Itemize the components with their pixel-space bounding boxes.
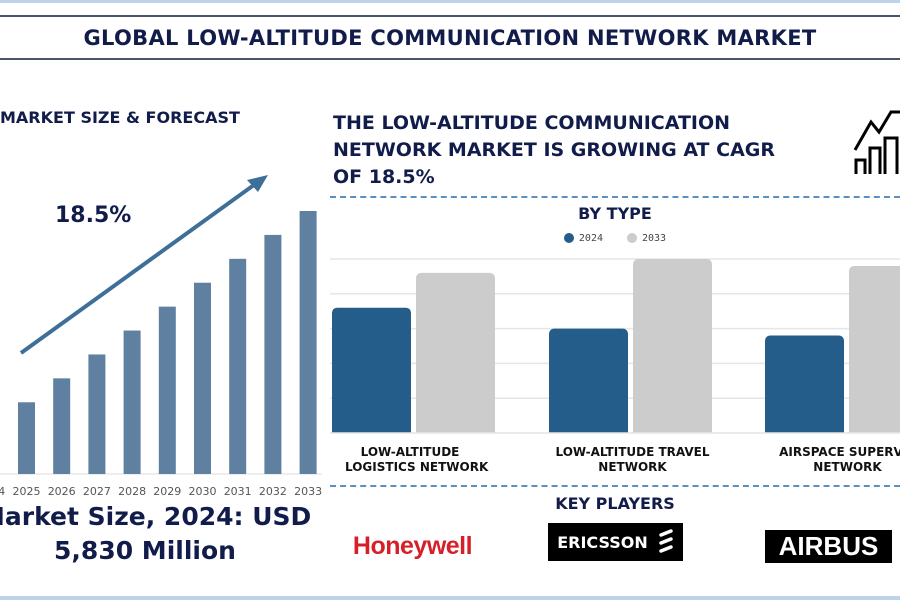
bar-2024-3 (765, 335, 844, 437)
header: GLOBAL LOW-ALTITUDE COMMUNICATION NETWOR… (0, 15, 900, 60)
category-label: LOW-ALTITUDE TRAVEL NETWORK (555, 445, 710, 474)
divider-bottom (330, 485, 900, 487)
honeywell-logo: Honeywell (352, 531, 473, 560)
bar-2033-1 (416, 272, 495, 437)
tick-label-2032: 2032 (259, 485, 287, 498)
legend: 2024 2033 (330, 233, 900, 244)
category-label: AIRSPACE SUPERVISNETWORK (779, 445, 900, 474)
arrow-head-icon (247, 175, 268, 192)
bar-2025 (18, 402, 35, 474)
bar-2024-2 (549, 328, 628, 437)
bar-2033-3 (849, 265, 900, 437)
ericsson-logo: ERICSSON (548, 523, 683, 561)
by-type-chart (330, 258, 900, 445)
tick-label-2030: 2030 (189, 485, 217, 498)
legend-dot-icon (563, 233, 574, 243)
legend-item-2033: 2033 (627, 233, 666, 244)
category-label: LOW-ALTITUDE LOGISTICS NETWORK (345, 445, 489, 474)
trend-arrow (19, 180, 260, 355)
bar-2033 (299, 211, 317, 474)
airbus-logo: AIRBUS (765, 530, 892, 563)
bar-2026 (53, 378, 71, 474)
divider-top (330, 196, 900, 198)
bar-2030 (194, 282, 211, 474)
bar-2029 (158, 306, 176, 474)
bar-2031 (229, 258, 247, 474)
tick-label-2029: 2029 (153, 485, 181, 498)
legend-dot-icon (627, 233, 637, 243)
tick-label-2033: 2033 (294, 485, 322, 498)
tick-label-2026: 2026 (48, 485, 76, 498)
bottom-border (0, 596, 900, 600)
by-type-title: BY TYPE (578, 204, 652, 223)
market-size-line1: Market Size, 2024: USD (0, 502, 312, 531)
tick-label-2027: 2027 (83, 485, 111, 498)
market-size-text: Market Size, 2024: USD 5,830 Million (0, 500, 312, 568)
baseline-mask (330, 433, 900, 445)
bar-2033-2 (633, 259, 712, 437)
ericsson-mark-icon (659, 529, 673, 553)
key-players-title: KEY PLAYERS (555, 494, 675, 513)
cagr-annotation: 18.5% (55, 203, 132, 228)
legend-item-2024: 2024 (563, 233, 603, 244)
bar-2028 (123, 330, 141, 474)
tick-label-2025: 2025 (13, 485, 41, 498)
tick-label-2028: 2028 (118, 485, 146, 498)
top-border (0, 0, 900, 3)
bar-2027 (88, 354, 106, 474)
forecast-title: MARKET SIZE & FORECAST (0, 108, 240, 127)
tick-label-2024: 2024 (0, 485, 5, 498)
bar-2032 (264, 234, 282, 474)
cagr-headline: THE LOW-ALTITUDE COMMUNICATION NETWORK M… (333, 112, 776, 188)
market-size-line2: 5,830 Million (54, 536, 236, 565)
forecast-chart: 2024 2025 2026 2027 2028 2029 2030 2031 2032 2033 (0, 175, 322, 498)
page-title: GLOBAL LOW-ALTITUDE COMMUNICATION NETWOR… (83, 25, 817, 50)
growth-chart-icon (853, 110, 900, 174)
tick-label-2031: 2031 (224, 485, 252, 498)
bar-2024-1 (332, 307, 411, 437)
